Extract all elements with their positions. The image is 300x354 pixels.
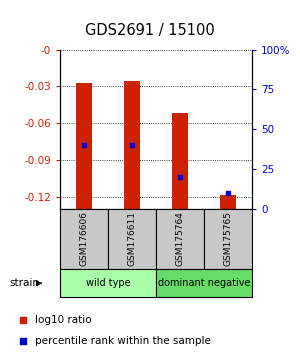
Bar [60,269,156,297]
Text: GSM175764: GSM175764 [176,211,184,267]
Point [130,142,134,148]
Text: percentile rank within the sample: percentile rank within the sample [35,336,211,346]
Text: dominant negative: dominant negative [158,278,250,288]
Bar [156,209,204,269]
Bar [108,209,156,269]
Bar [76,82,92,209]
Text: strain: strain [9,278,39,288]
Point [21,317,26,323]
Bar [60,209,108,269]
Point [178,174,182,180]
Text: GSM176611: GSM176611 [128,211,136,267]
Text: GSM175765: GSM175765 [224,211,232,267]
Bar [204,209,252,269]
Point [82,142,86,148]
Bar [220,195,236,209]
Text: log10 ratio: log10 ratio [35,315,92,325]
Text: GDS2691 / 15100: GDS2691 / 15100 [85,23,215,38]
Point [21,338,26,344]
Bar [172,113,188,209]
Bar [156,269,252,297]
Bar [124,81,140,209]
Point [226,190,230,196]
Text: wild type: wild type [86,278,130,288]
Text: GSM176606: GSM176606 [80,211,88,267]
